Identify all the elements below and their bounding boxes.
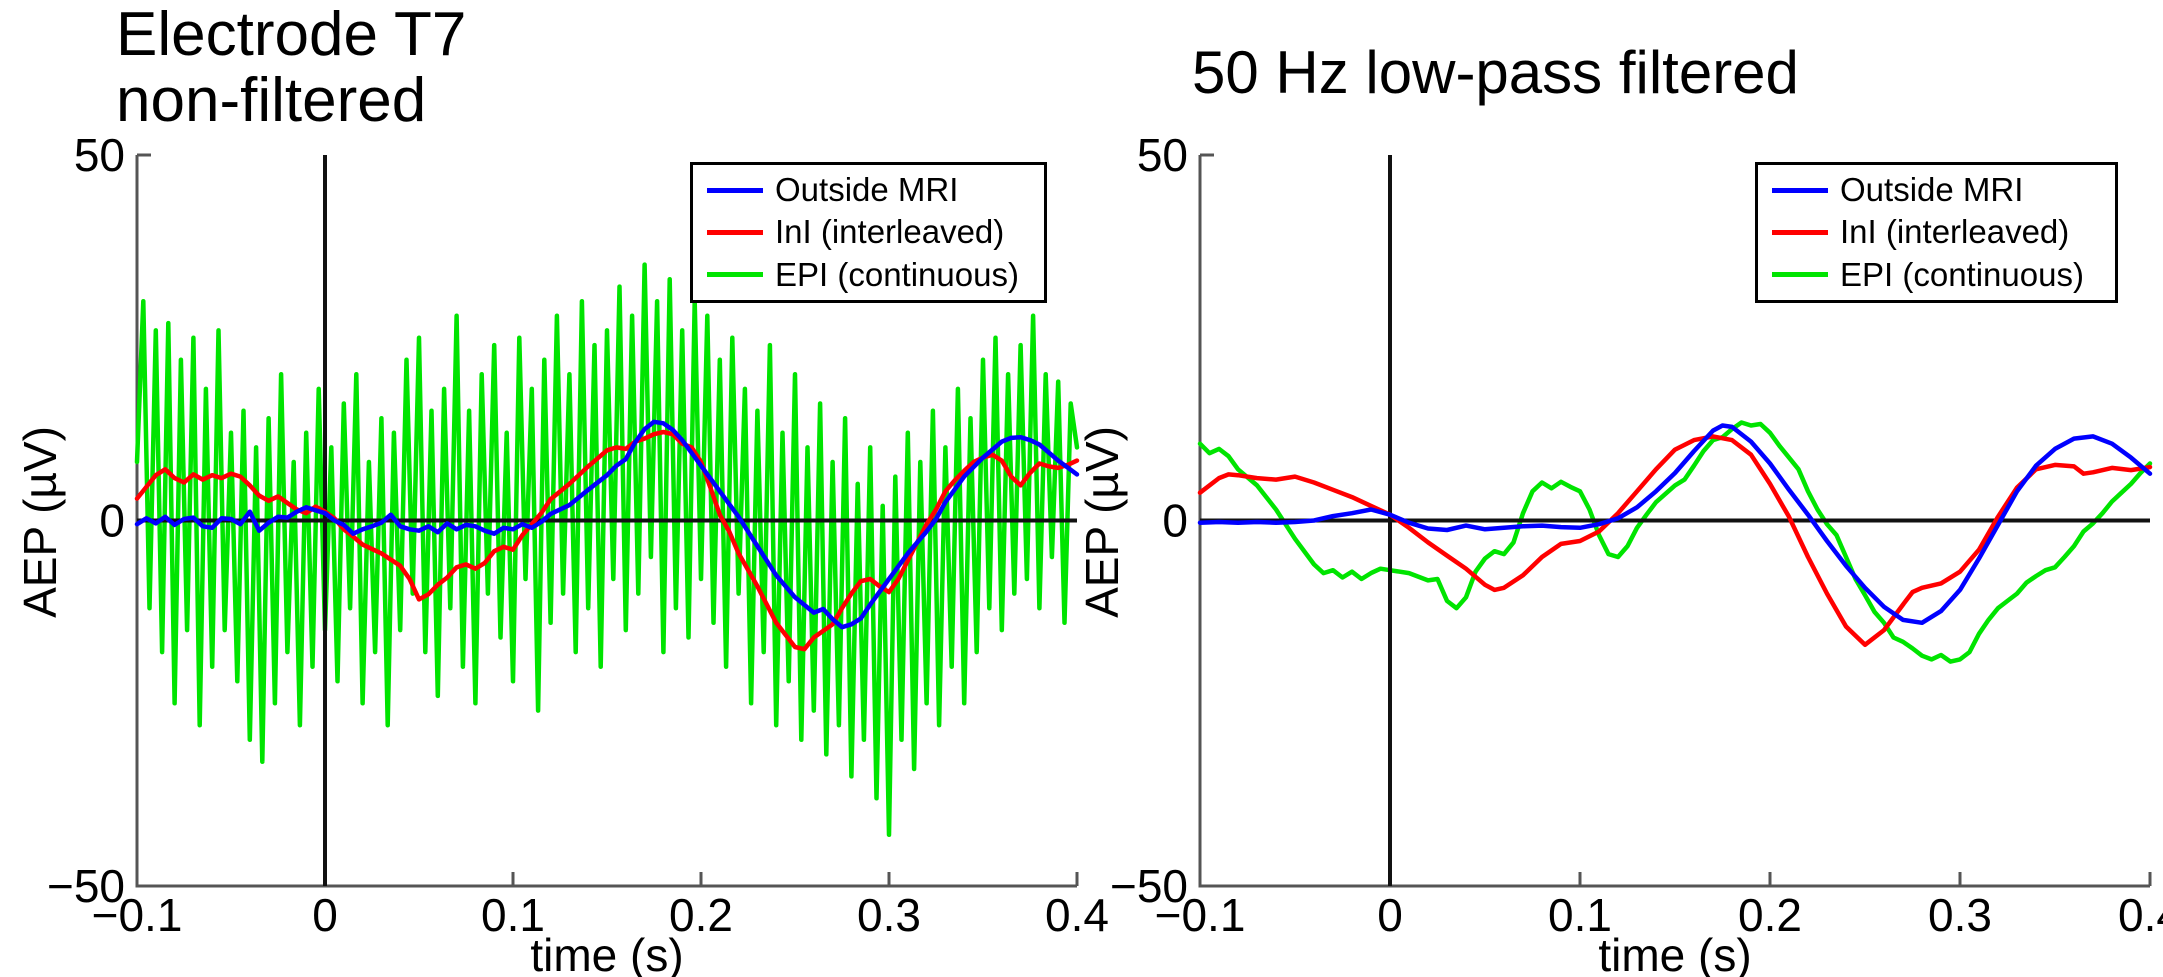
x-tick-label: −0.1 <box>1155 889 1246 941</box>
series-ini-interleaved- <box>1197 434 2153 648</box>
x-tick-label: 0.2 <box>669 889 733 941</box>
plot-panel-left: −0.1 0 0.1 0.2 0.3 0.4 50 0 −50 <box>47 129 1109 941</box>
x-tick-label: −0.1 <box>92 889 183 941</box>
y-tick-label: 0 <box>1162 495 1188 547</box>
series-ini-interleaved- <box>134 429 1080 652</box>
legend-right: Outside MRI InI (interleaved) EPI (continu… <box>1755 162 2118 303</box>
legend-entry: InI (interleaved) <box>1772 212 2115 252</box>
legend-entry: InI (interleaved) <box>707 212 1044 252</box>
y-tick-label: −50 <box>1110 860 1188 912</box>
legend-line-sample <box>707 272 763 278</box>
legend-label: InI (interleaved) <box>1840 213 2070 251</box>
x-tick-label: 0.3 <box>857 889 921 941</box>
x-tick-label: 0.1 <box>481 889 545 941</box>
x-tick-label: 0.2 <box>1738 889 1802 941</box>
x-tick-label: 0 <box>1377 889 1403 941</box>
x-axis-label-left: time (s) <box>530 929 684 977</box>
legend-line-sample <box>707 229 763 235</box>
y-tick-label: 50 <box>74 129 125 181</box>
x-axis-label-right: time (s) <box>1598 929 1752 977</box>
y-tick-label: 50 <box>1137 129 1188 181</box>
legend-line-sample <box>1772 187 1828 193</box>
panel-left-title-line2: non-filtered <box>116 66 427 135</box>
legend-entry: Outside MRI <box>1772 170 2115 210</box>
panel-right-title: 50 Hz low-pass filtered <box>1192 39 1799 106</box>
series-outside-mri <box>134 419 1080 630</box>
x-tick-label: 0 <box>312 889 338 941</box>
x-tick-label: 0.1 <box>1548 889 1612 941</box>
legend-line-sample <box>707 187 763 193</box>
legend-line-sample <box>1772 229 1828 235</box>
x-tick-label: 0.3 <box>1928 889 1992 941</box>
panel-left-title-line1: Electrode T7 <box>116 0 467 69</box>
y-tick-label: −50 <box>47 860 125 912</box>
x-tick-label: 0.4 <box>2118 889 2163 941</box>
legend-label: Outside MRI <box>1840 171 2024 209</box>
legend-entry: EPI (continuous) <box>1772 255 2115 295</box>
x-tick-label: 0.4 <box>1045 889 1109 941</box>
series-epi-continuous- <box>1197 420 2153 664</box>
legend-entry: Outside MRI <box>707 170 1044 210</box>
legend-label: EPI (continuous) <box>1840 255 2084 293</box>
y-axis-label-right: AEP (µV) <box>1076 426 1128 618</box>
series-epi-continuous- <box>134 262 1080 838</box>
legend-label: Outside MRI <box>775 171 959 209</box>
legend-left: Outside MRI InI (interleaved) EPI (continu… <box>690 162 1047 303</box>
y-tick-label: 0 <box>99 495 125 547</box>
legend-label: EPI (continuous) <box>775 255 1019 293</box>
plot-panel-right: −0.1 0 0.1 0.2 0.3 0.4 50 0 −50 <box>1110 129 2163 941</box>
panel-left-title: Electrode T7 non-filtered <box>116 2 466 134</box>
series-outside-mri <box>1197 423 2153 626</box>
legend-entry: EPI (continuous) <box>707 255 1044 295</box>
y-axis-label-left: AEP (µV) <box>14 426 66 618</box>
legend-line-sample <box>1772 272 1828 278</box>
legend-label: InI (interleaved) <box>775 213 1005 251</box>
